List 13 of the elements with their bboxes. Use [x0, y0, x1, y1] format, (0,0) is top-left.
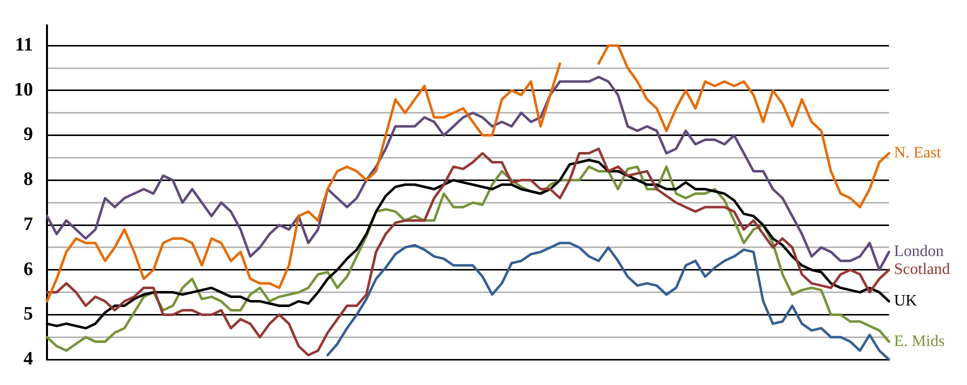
y-tick-label: 10 [14, 79, 33, 100]
series-label: Scotland [894, 261, 950, 278]
y-tick-label: 7 [24, 214, 34, 235]
series-label: N. East [894, 144, 942, 162]
y-tick-label: 11 [15, 34, 33, 56]
y-tick-label: 8 [24, 169, 33, 190]
y-tick-label: 6 [24, 258, 33, 280]
series-label: E. Mids [894, 332, 945, 350]
y-tick-label: 5 [24, 304, 33, 325]
series-label: London [894, 243, 944, 260]
y-tick-label: 4 [24, 348, 34, 370]
series-label: UK [894, 292, 918, 310]
y-tick-label: 9 [24, 124, 33, 146]
